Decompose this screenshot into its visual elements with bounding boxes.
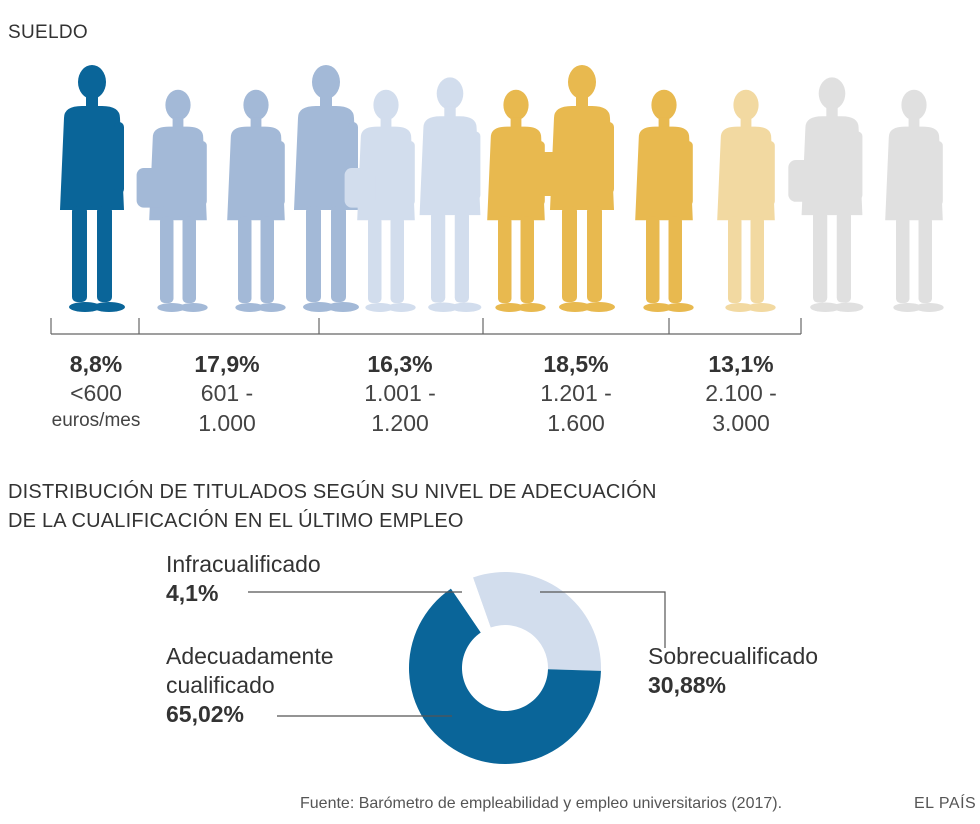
- bucket-percent: 13,1%: [708, 351, 774, 377]
- donut-title-line2: DE LA CUALIFICACIÓN EN EL ÚLTIMO EMPLEO: [8, 510, 464, 532]
- slice-value: 4,1%: [166, 580, 219, 606]
- bucket-range-line1: 601 -: [200, 380, 254, 406]
- bucket-percent: 18,5%: [543, 351, 609, 377]
- label-adecuadamente-cualificado: Adecuadamente cualificado 65,02%: [166, 642, 334, 729]
- person-silhouette: [136, 89, 208, 312]
- bucket-range-line2: 1.000: [198, 410, 256, 436]
- salary-bracket-axis: [50, 318, 802, 335]
- bucket-range-line1: 1.201 -: [540, 380, 612, 406]
- qualification-donut-chart: [248, 572, 666, 764]
- bucket-range-line2: 1.200: [371, 410, 429, 436]
- people-silhouettes: [60, 65, 944, 312]
- bucket-range-line2: 1.600: [547, 410, 605, 436]
- bucket-range-line1: 2.100 -: [705, 380, 777, 406]
- bucket-range-line1: <600: [70, 380, 122, 406]
- person-silhouette: [227, 89, 286, 312]
- person-silhouette: [344, 89, 416, 312]
- source-note: Fuente: Barómetro de empleabilidad y emp…: [300, 795, 783, 812]
- bucket-range-line2: euros/mes: [51, 410, 141, 431]
- person-silhouette: [419, 77, 482, 312]
- leader-line-sobre: [540, 591, 666, 648]
- person-silhouette: [788, 77, 864, 312]
- salary-bucket-5: 13,1% 2.100 - 3.000: [661, 350, 821, 438]
- slice-sobrecualificado: [472, 572, 601, 671]
- person-silhouette: [885, 89, 944, 312]
- donut-section-title: DISTRIBUCIÓN DE TITULADOS SEGÚN SU NIVEL…: [8, 478, 657, 536]
- slice-adecuadamente-cualificado: [408, 588, 601, 764]
- person-silhouette: [60, 65, 125, 312]
- slice-value: 65,02%: [166, 701, 245, 727]
- slice-infracualificado: [450, 577, 491, 633]
- slice-name-line2: cualificado: [166, 672, 275, 698]
- salary-section-title: SUELDO: [8, 22, 88, 43]
- label-sobrecualificado: Sobrecualificado 30,88%: [648, 642, 818, 700]
- bucket-range-line2: 3.000: [712, 410, 770, 436]
- slice-name: Infracualificado: [166, 551, 321, 577]
- person-silhouette: [536, 65, 615, 312]
- brand-logo-text: EL PAÍS: [914, 795, 977, 812]
- person-silhouette: [294, 65, 359, 312]
- person-silhouette: [487, 89, 546, 312]
- slice-name: Sobrecualificado: [648, 643, 819, 669]
- bucket-range-line1: 1.001 -: [364, 380, 436, 406]
- bucket-percent: 16,3%: [367, 351, 433, 377]
- salary-bucket-1: 8,8% <600 euros/mes: [16, 350, 176, 434]
- donut-title-line1: DISTRIBUCIÓN DE TITULADOS SEGÚN SU NIVEL…: [8, 481, 657, 503]
- slice-name-line1: Adecuadamente: [166, 643, 334, 669]
- salary-bucket-2: 17,9% 601 - 1.000: [147, 350, 307, 438]
- bucket-percent: 17,9%: [194, 351, 260, 377]
- label-infracualificado: Infracualificado 4,1%: [166, 550, 321, 608]
- slice-value: 30,88%: [648, 672, 727, 698]
- bucket-percent: 8,8%: [69, 351, 123, 377]
- person-silhouette: [717, 89, 776, 312]
- salary-bucket-3: 16,3% 1.001 - 1.200: [320, 350, 480, 438]
- salary-bucket-4: 18,5% 1.201 - 1.600: [496, 350, 656, 438]
- person-silhouette: [635, 89, 694, 312]
